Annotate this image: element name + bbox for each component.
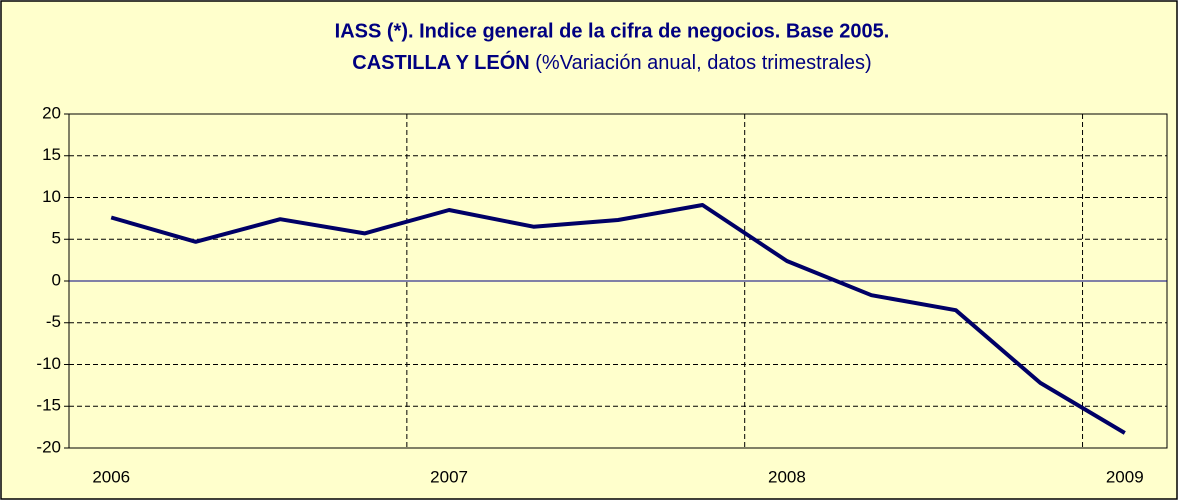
subtitle-note: (%Variación anual, datos trimestrales)	[535, 52, 871, 74]
x-tick-label: 2009	[1106, 467, 1144, 486]
subtitle-region: CASTILLA Y LEÓN	[352, 50, 529, 74]
x-tick-label: 2008	[768, 467, 806, 486]
y-tick-label: -5	[46, 312, 61, 331]
y-tick-label: -20	[36, 437, 61, 456]
y-tick-label: 10	[42, 187, 61, 206]
x-tick-label: 2006	[92, 467, 130, 486]
data-line	[110, 203, 1126, 435]
y-tick-label: -15	[36, 396, 61, 415]
y-tick-label: 20	[42, 103, 61, 122]
y-tick-label: 15	[42, 145, 61, 164]
y-tick-label: 5	[52, 229, 61, 248]
chart-subtitle: CASTILLA Y LEÓN (%Variación anual, datos…	[352, 50, 871, 74]
y-tick-label: 0	[52, 270, 61, 289]
chart-title: IASS (*). Indice general de la cifra de …	[335, 20, 890, 42]
x-tick-label: 2007	[430, 467, 468, 486]
y-tick-label: -10	[36, 354, 61, 373]
